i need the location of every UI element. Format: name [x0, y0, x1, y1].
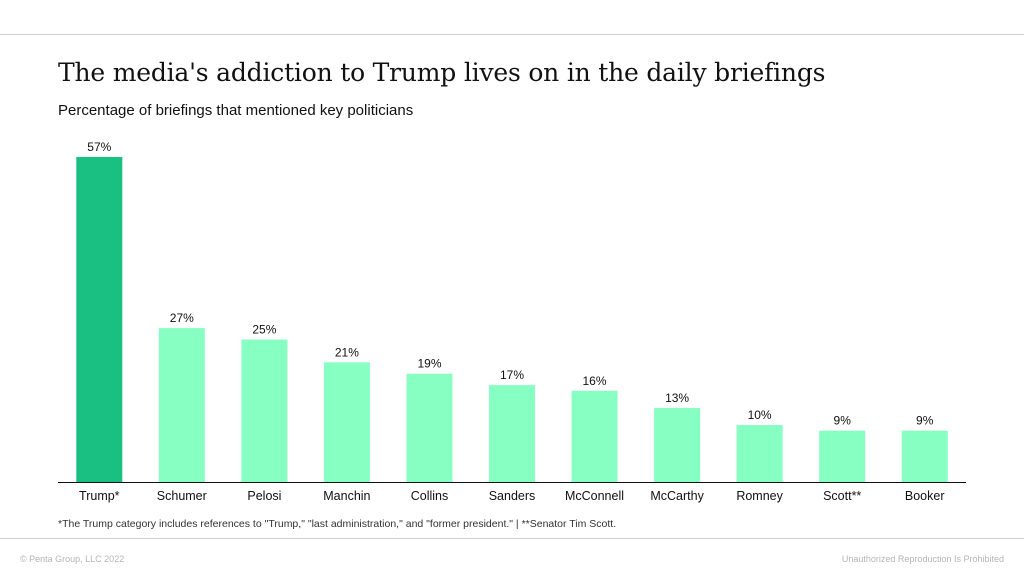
data-label-sanders: 17% — [500, 368, 524, 382]
x-tick-label-collins: Collins — [411, 489, 449, 503]
data-label-mccarthy: 13% — [665, 391, 689, 405]
data-label-pelosi: 25% — [252, 323, 276, 337]
data-label-collins: 19% — [417, 357, 441, 371]
x-tick-label-mcconnell: McConnell — [565, 489, 624, 503]
bar-mcconnell — [571, 390, 618, 482]
bar-manchin — [323, 362, 370, 482]
chart-subtitle: Percentage of briefings that mentioned k… — [58, 102, 414, 119]
bar-sanders — [489, 385, 535, 482]
bar-booker — [901, 430, 948, 482]
data-label-booker: 9% — [916, 414, 934, 428]
x-tick-label-manchin: Manchin — [323, 489, 370, 503]
data-label-scott: 9% — [834, 414, 852, 428]
x-tick-label-romney: Romney — [736, 489, 783, 503]
x-tick-label-pelosi: Pelosi — [247, 489, 281, 503]
chart-footnote: *The Trump category includes references … — [58, 518, 617, 530]
reproduction-disclaimer: Unauthorized Reproduction Is Prohibited — [841, 554, 1004, 564]
top-divider — [0, 34, 1024, 35]
copyright-text: © Penta Group, LLC 2022 — [20, 554, 125, 564]
bar-romney — [736, 425, 783, 482]
bar-trump — [76, 157, 123, 482]
bar-pelosi — [241, 339, 288, 482]
bar-mccarthy — [654, 407, 701, 482]
x-tick-label-trump: Trump* — [79, 489, 120, 503]
x-tick-label-sanders: Sanders — [489, 489, 536, 503]
x-tick-label-booker: Booker — [905, 489, 945, 503]
chart-title: The media's addiction to Trump lives on … — [58, 58, 826, 87]
bar-scott — [819, 430, 866, 482]
x-tick-label-mccarthy: McCarthy — [650, 489, 704, 503]
bar-collins — [406, 373, 453, 482]
data-label-trump: 57% — [87, 140, 111, 154]
bottom-divider — [0, 538, 1024, 539]
data-label-romney: 10% — [748, 408, 772, 422]
data-label-mcconnell: 16% — [582, 374, 606, 388]
x-tick-label-scott: Scott** — [823, 489, 861, 503]
x-tick-label-schumer: Schumer — [157, 489, 207, 503]
data-label-manchin: 21% — [335, 345, 359, 359]
bar-schumer — [158, 328, 205, 482]
data-label-schumer: 27% — [170, 311, 194, 325]
